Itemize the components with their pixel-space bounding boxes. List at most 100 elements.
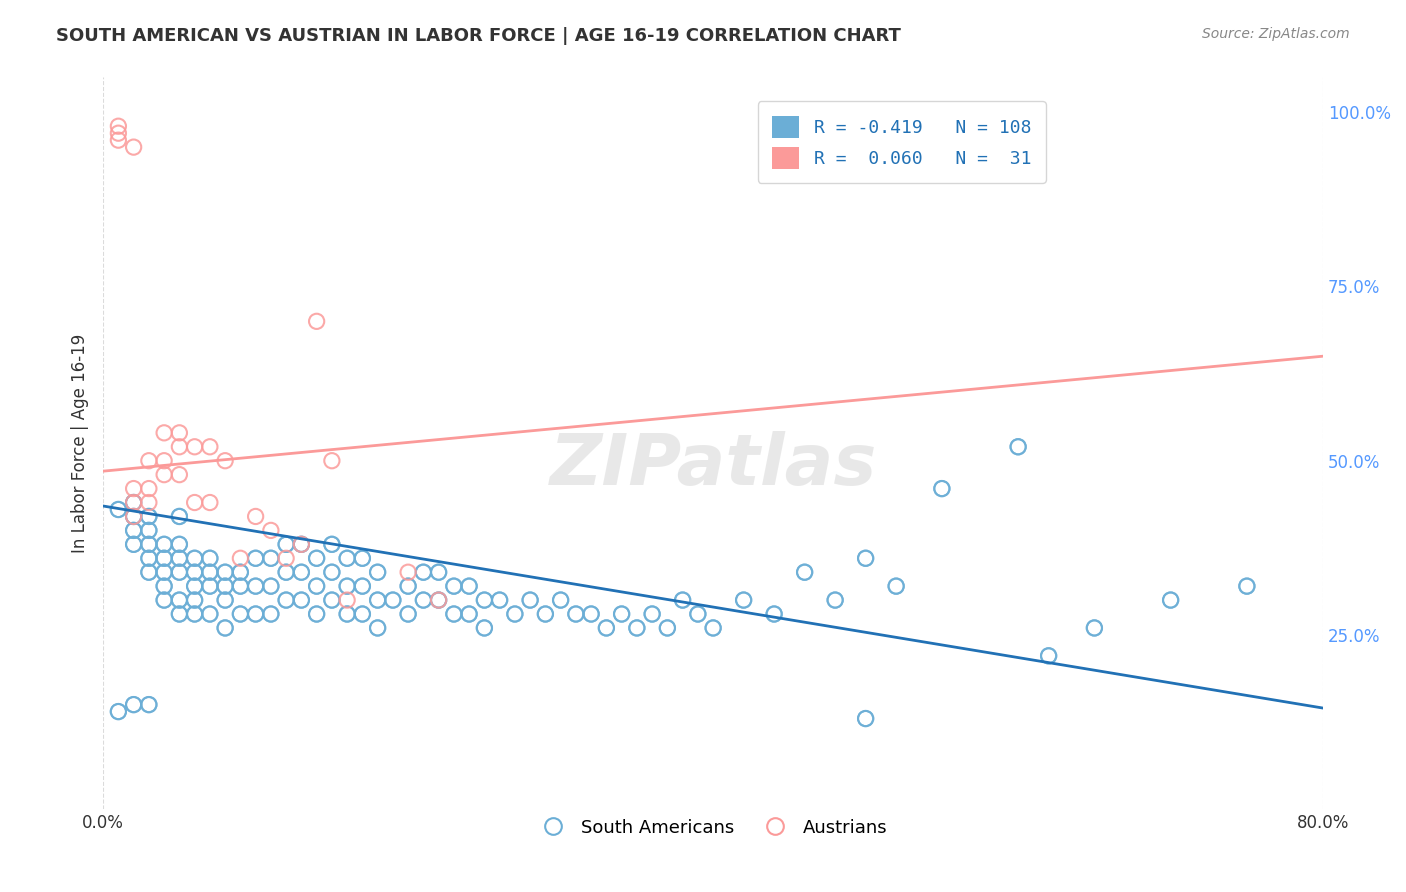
Point	[1160, 593, 1182, 607]
Point	[503, 607, 526, 621]
Point	[503, 607, 526, 621]
Point	[412, 565, 434, 579]
Point	[336, 607, 359, 621]
Point	[321, 453, 343, 467]
Point	[1083, 621, 1105, 635]
Point	[1236, 579, 1258, 593]
Point	[352, 551, 374, 566]
Point	[138, 698, 160, 712]
Point	[153, 425, 176, 440]
Text: SOUTH AMERICAN VS AUSTRIAN IN LABOR FORCE | AGE 16-19 CORRELATION CHART: SOUTH AMERICAN VS AUSTRIAN IN LABOR FORC…	[56, 27, 901, 45]
Point	[183, 579, 205, 593]
Point	[169, 537, 191, 551]
Point	[702, 621, 724, 635]
Point	[169, 551, 191, 566]
Point	[884, 579, 907, 593]
Point	[122, 495, 145, 509]
Point	[229, 565, 252, 579]
Point	[855, 551, 877, 566]
Point	[169, 565, 191, 579]
Point	[122, 537, 145, 551]
Point	[198, 579, 221, 593]
Point	[169, 593, 191, 607]
Point	[427, 593, 450, 607]
Point	[474, 621, 496, 635]
Point	[198, 607, 221, 621]
Point	[672, 593, 695, 607]
Point	[1236, 579, 1258, 593]
Point	[626, 621, 648, 635]
Point	[214, 579, 236, 593]
Point	[169, 607, 191, 621]
Point	[183, 565, 205, 579]
Point	[138, 698, 160, 712]
Point	[1038, 648, 1060, 663]
Point	[214, 621, 236, 635]
Point	[245, 551, 267, 566]
Point	[138, 565, 160, 579]
Point	[367, 621, 389, 635]
Point	[183, 551, 205, 566]
Text: Source: ZipAtlas.com: Source: ZipAtlas.com	[1202, 27, 1350, 41]
Point	[107, 502, 129, 516]
Point	[352, 579, 374, 593]
Point	[169, 509, 191, 524]
Point	[169, 607, 191, 621]
Point	[122, 509, 145, 524]
Point	[153, 565, 176, 579]
Point	[122, 698, 145, 712]
Point	[276, 565, 298, 579]
Point	[214, 621, 236, 635]
Point	[138, 495, 160, 509]
Point	[169, 565, 191, 579]
Point	[153, 593, 176, 607]
Point	[686, 607, 709, 621]
Point	[336, 579, 359, 593]
Point	[305, 579, 328, 593]
Point	[214, 579, 236, 593]
Point	[290, 537, 312, 551]
Y-axis label: In Labor Force | Age 16-19: In Labor Force | Age 16-19	[72, 334, 89, 553]
Point	[198, 565, 221, 579]
Point	[702, 621, 724, 635]
Point	[276, 551, 298, 566]
Point	[733, 593, 755, 607]
Point	[458, 579, 481, 593]
Point	[931, 482, 953, 496]
Point	[290, 593, 312, 607]
Point	[367, 593, 389, 607]
Point	[565, 607, 588, 621]
Point	[122, 509, 145, 524]
Point	[443, 579, 465, 593]
Point	[305, 551, 328, 566]
Point	[122, 140, 145, 154]
Point	[198, 551, 221, 566]
Point	[824, 593, 846, 607]
Point	[245, 607, 267, 621]
Point	[595, 621, 617, 635]
Point	[122, 698, 145, 712]
Point	[474, 593, 496, 607]
Point	[122, 524, 145, 538]
Point	[396, 607, 419, 621]
Point	[321, 565, 343, 579]
Point	[138, 482, 160, 496]
Point	[855, 712, 877, 726]
Point	[183, 593, 205, 607]
Point	[183, 440, 205, 454]
Point	[443, 607, 465, 621]
Point	[1007, 440, 1029, 454]
Point	[412, 565, 434, 579]
Point	[107, 502, 129, 516]
Point	[519, 593, 541, 607]
Point	[198, 495, 221, 509]
Point	[336, 551, 359, 566]
Point	[443, 579, 465, 593]
Point	[321, 593, 343, 607]
Point	[138, 565, 160, 579]
Point	[672, 593, 695, 607]
Point	[657, 621, 679, 635]
Point	[107, 133, 129, 147]
Point	[169, 425, 191, 440]
Point	[183, 607, 205, 621]
